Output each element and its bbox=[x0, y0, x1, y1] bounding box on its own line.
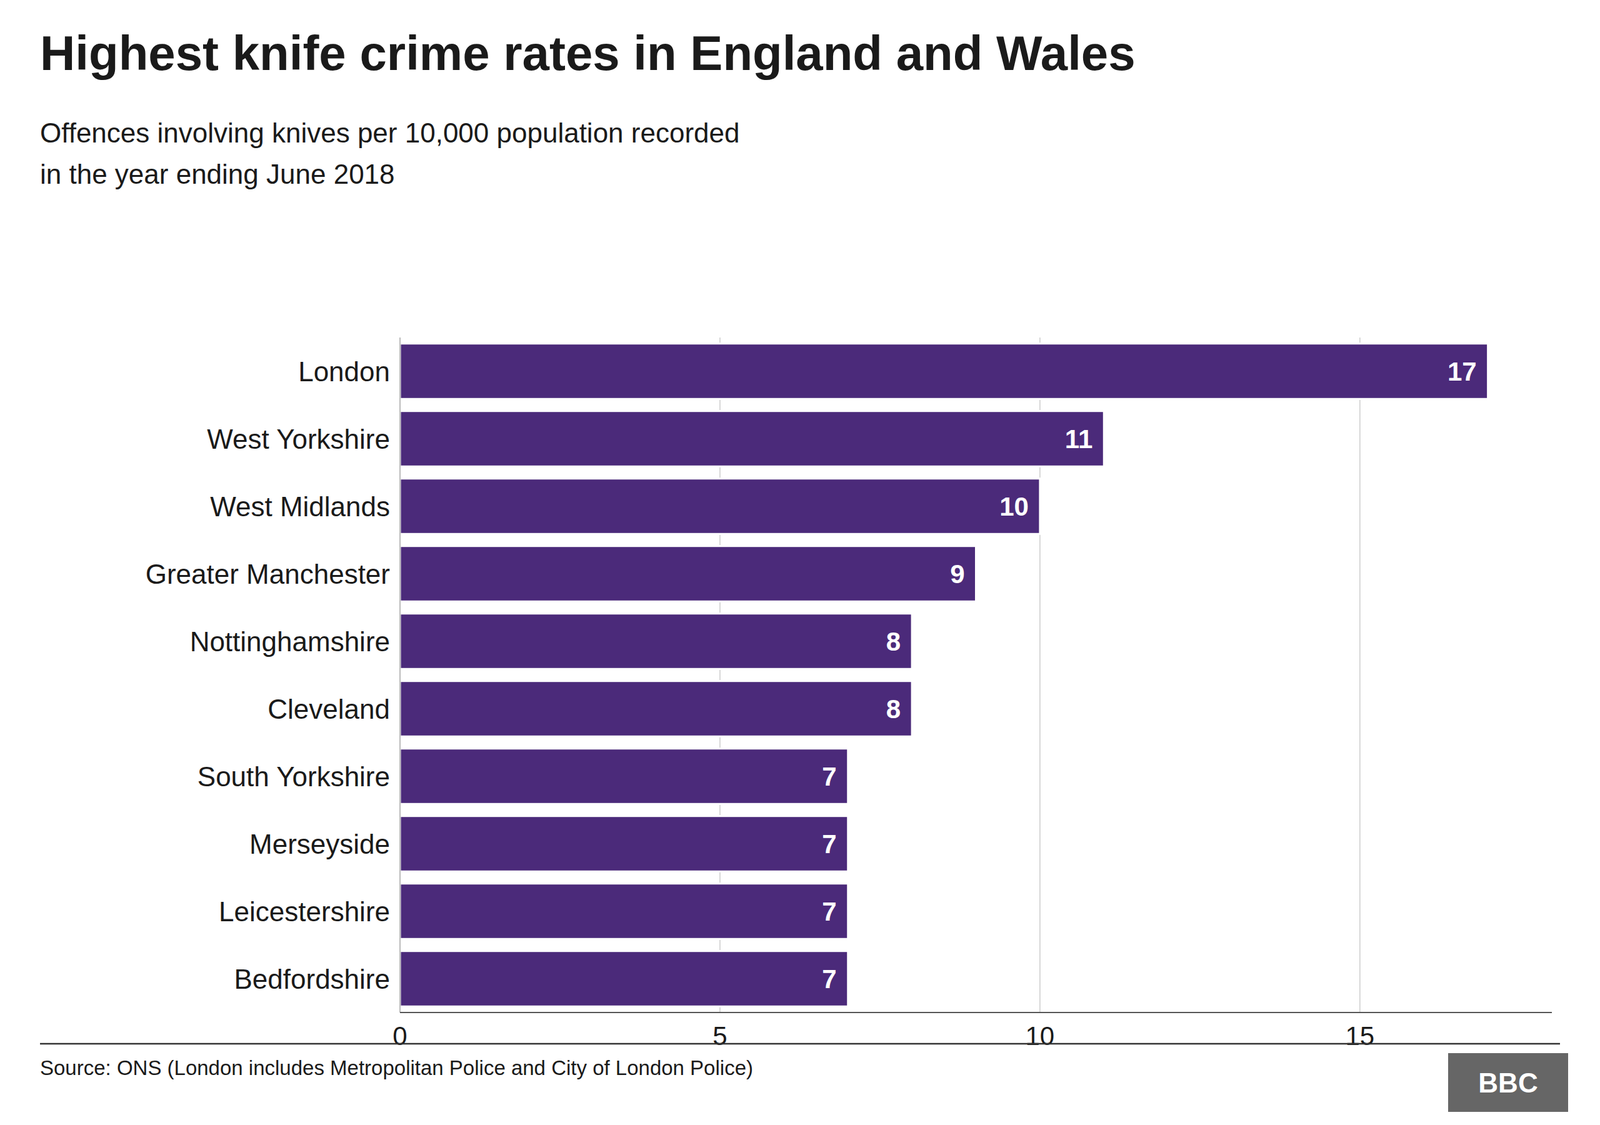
bar bbox=[400, 681, 912, 737]
data-label: 7 bbox=[821, 896, 837, 927]
data-labels: 17 11 10 9 8 8 7 7 7 7 bbox=[821, 356, 1477, 994]
grid-line bbox=[399, 337, 401, 1013]
bar bbox=[400, 748, 849, 805]
x-tick-label: 0 bbox=[392, 1021, 407, 1051]
data-label: 7 bbox=[821, 964, 837, 994]
y-tick-label: Merseyside bbox=[249, 828, 390, 860]
logo-box bbox=[1448, 1053, 1569, 1112]
y-tick-label: South Yorkshire bbox=[197, 761, 390, 792]
y-tick-label: London bbox=[298, 356, 390, 387]
subtitle-line: Offences involving knives per 10,000 pop… bbox=[40, 117, 740, 149]
background bbox=[0, 0, 1600, 1125]
y-axis-line bbox=[399, 337, 401, 1013]
bar bbox=[400, 478, 1040, 535]
bar bbox=[400, 343, 1489, 400]
data-label: 11 bbox=[1065, 424, 1093, 454]
y-tick-label: Greater Manchester bbox=[145, 558, 390, 590]
bar bbox=[400, 546, 977, 602]
x-axis-line bbox=[400, 1011, 1552, 1014]
source: Source: ONS (London includes Metropolita… bbox=[40, 1056, 754, 1080]
separator bbox=[40, 1043, 1560, 1045]
x-tick-label: 10 bbox=[1025, 1021, 1055, 1051]
logo: BBC bbox=[1478, 1067, 1538, 1099]
subtitle: Offences involving knives per 10,000 pop… bbox=[40, 117, 740, 190]
x-tick-label: 15 bbox=[1345, 1021, 1375, 1051]
bar bbox=[400, 613, 912, 670]
y-tick-label: Bedfordshire bbox=[234, 963, 390, 995]
data-label: 7 bbox=[821, 761, 837, 792]
y-tick-label: Nottinghamshire bbox=[190, 626, 390, 657]
bars bbox=[400, 343, 1489, 1007]
y-tick-label: West Midlands bbox=[210, 491, 390, 522]
grid-line bbox=[1359, 337, 1361, 1013]
y-tick-label: West Yorkshire bbox=[206, 423, 390, 455]
x-tick-label: 5 bbox=[712, 1021, 727, 1051]
subtitle-line: in the year ending June 2018 bbox=[40, 158, 395, 190]
bar bbox=[400, 411, 1104, 467]
chart-root: Highest knife crime rates in England and… bbox=[0, 0, 1600, 1125]
title: Highest knife crime rates in England and… bbox=[40, 25, 1136, 81]
data-label: 7 bbox=[821, 829, 837, 859]
data-label: 8 bbox=[886, 626, 901, 657]
data-label: 9 bbox=[950, 559, 965, 589]
bar bbox=[400, 883, 849, 940]
data-label: 10 bbox=[999, 491, 1029, 522]
bar bbox=[400, 816, 849, 872]
y-tick-label: Cleveland bbox=[267, 693, 390, 725]
data-label: 17 bbox=[1447, 356, 1477, 387]
grid bbox=[400, 337, 1360, 1013]
data-label: 8 bbox=[886, 694, 901, 724]
y-tick-label: Leicestershire bbox=[218, 896, 390, 927]
bar bbox=[400, 951, 849, 1007]
